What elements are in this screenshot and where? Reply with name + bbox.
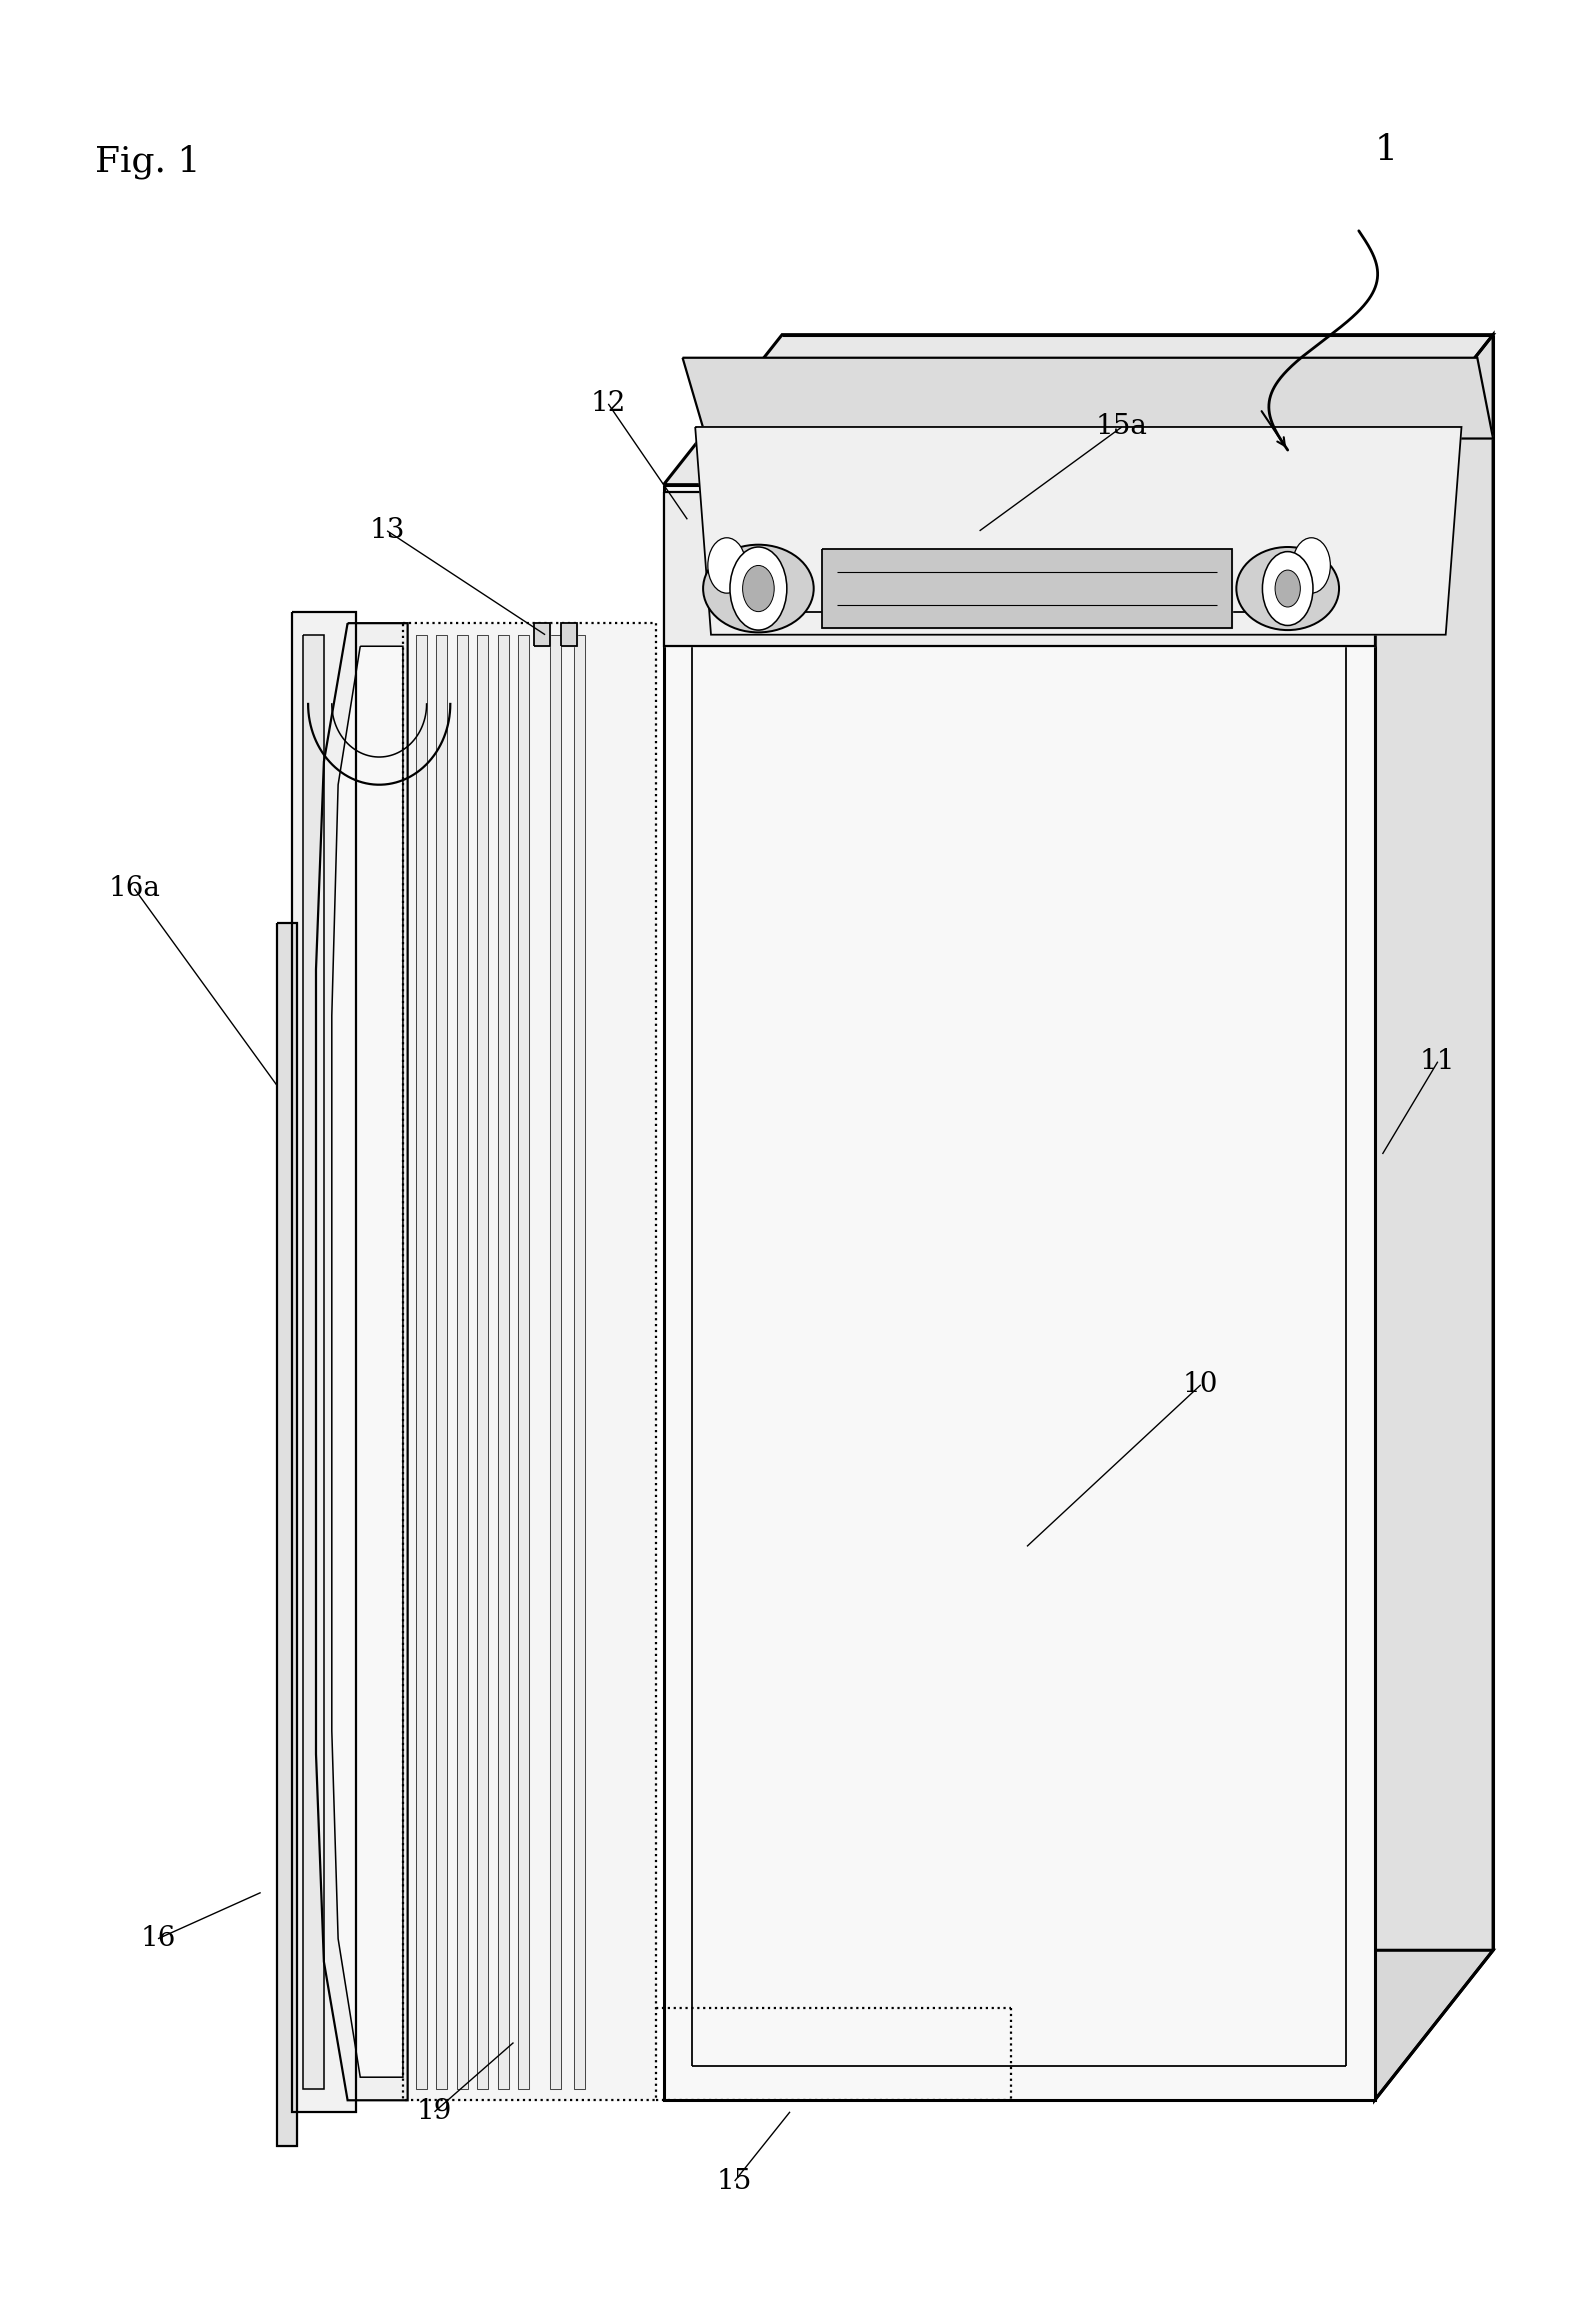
Circle shape <box>730 547 787 630</box>
Polygon shape <box>276 923 297 2146</box>
Polygon shape <box>561 623 577 646</box>
Polygon shape <box>292 612 356 2112</box>
Polygon shape <box>664 1950 1493 2100</box>
Ellipse shape <box>703 545 814 632</box>
Polygon shape <box>477 635 488 2089</box>
Polygon shape <box>518 635 529 2089</box>
Text: 15a: 15a <box>1097 413 1147 441</box>
Text: 16a: 16a <box>109 875 160 902</box>
Polygon shape <box>574 635 585 2089</box>
Text: Fig. 1: Fig. 1 <box>95 145 201 178</box>
Text: 19: 19 <box>417 2098 452 2126</box>
Text: 12: 12 <box>591 390 626 418</box>
Polygon shape <box>332 646 403 2077</box>
Text: 1: 1 <box>1375 134 1398 166</box>
Circle shape <box>1262 552 1313 625</box>
Polygon shape <box>1375 335 1493 2100</box>
Polygon shape <box>316 623 408 2100</box>
Text: 15: 15 <box>717 2167 752 2195</box>
Circle shape <box>743 565 774 612</box>
Polygon shape <box>550 635 561 2089</box>
Polygon shape <box>303 635 324 2089</box>
Polygon shape <box>664 485 1375 2100</box>
Polygon shape <box>534 623 550 646</box>
Polygon shape <box>498 635 509 2089</box>
Ellipse shape <box>1236 547 1338 630</box>
Circle shape <box>1275 570 1300 607</box>
Polygon shape <box>403 623 656 2100</box>
Polygon shape <box>664 492 1375 646</box>
Polygon shape <box>416 635 427 2089</box>
Polygon shape <box>436 635 447 2089</box>
Text: 16: 16 <box>141 1925 175 1953</box>
Polygon shape <box>683 358 1493 439</box>
Polygon shape <box>695 427 1462 635</box>
Polygon shape <box>457 635 468 2089</box>
Polygon shape <box>822 549 1232 628</box>
Circle shape <box>708 538 746 593</box>
Text: 11: 11 <box>1420 1048 1455 1076</box>
Polygon shape <box>664 335 1493 485</box>
Text: 13: 13 <box>370 517 404 545</box>
Circle shape <box>1292 538 1330 593</box>
Text: 10: 10 <box>1183 1371 1218 1399</box>
